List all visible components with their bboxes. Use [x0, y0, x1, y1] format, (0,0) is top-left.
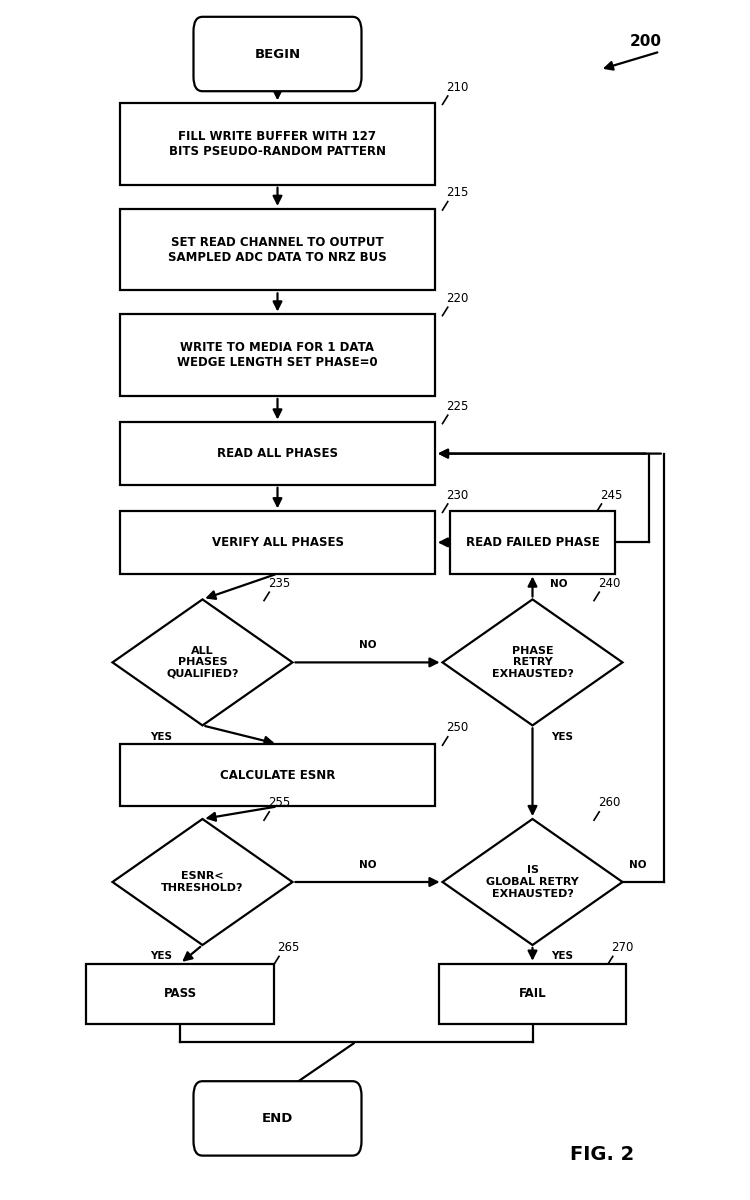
Bar — [120, 209, 435, 290]
Polygon shape — [112, 818, 292, 946]
Text: 215: 215 — [446, 186, 469, 199]
Text: 270: 270 — [611, 941, 634, 954]
Text: FIG. 2: FIG. 2 — [570, 1145, 634, 1164]
Text: ALL
PHASES
QUALIFIED?: ALL PHASES QUALIFIED? — [166, 646, 238, 679]
Text: READ FAILED PHASE: READ FAILED PHASE — [466, 536, 599, 548]
Text: 200: 200 — [630, 35, 662, 49]
FancyBboxPatch shape — [194, 17, 362, 91]
Text: 260: 260 — [598, 797, 620, 809]
Text: YES: YES — [551, 732, 574, 742]
Text: CALCULATE ESNR: CALCULATE ESNR — [220, 769, 335, 781]
Text: IS
GLOBAL RETRY
EXHAUSTED?: IS GLOBAL RETRY EXHAUSTED? — [486, 865, 579, 899]
Text: NO: NO — [628, 859, 646, 870]
Text: 235: 235 — [268, 577, 290, 589]
Bar — [120, 103, 435, 185]
Text: 220: 220 — [446, 292, 469, 305]
Text: FILL WRITE BUFFER WITH 127
BITS PSEUDO-RANDOM PATTERN: FILL WRITE BUFFER WITH 127 BITS PSEUDO-R… — [169, 130, 386, 158]
Text: READ ALL PHASES: READ ALL PHASES — [217, 448, 338, 460]
Text: YES: YES — [551, 952, 574, 961]
Text: 230: 230 — [446, 488, 469, 502]
Bar — [450, 511, 615, 574]
Polygon shape — [442, 818, 622, 946]
Text: VERIFY ALL PHASES: VERIFY ALL PHASES — [211, 536, 344, 548]
Bar — [86, 964, 274, 1024]
Text: 245: 245 — [600, 488, 622, 502]
Polygon shape — [442, 599, 622, 725]
Text: 250: 250 — [446, 721, 469, 734]
Text: 225: 225 — [446, 400, 469, 413]
Text: PASS: PASS — [164, 988, 196, 1000]
Text: END: END — [262, 1112, 293, 1124]
Text: BEGIN: BEGIN — [254, 48, 301, 60]
Text: SET READ CHANNEL TO OUTPUT
SAMPLED ADC DATA TO NRZ BUS: SET READ CHANNEL TO OUTPUT SAMPLED ADC D… — [168, 235, 387, 264]
Text: 210: 210 — [446, 80, 469, 94]
Bar — [120, 744, 435, 806]
Text: NO: NO — [358, 859, 376, 870]
Text: ESNR<
THRESHOLD?: ESNR< THRESHOLD? — [161, 871, 244, 893]
Bar — [120, 422, 435, 485]
Text: YES: YES — [150, 732, 172, 742]
Polygon shape — [112, 599, 292, 725]
Text: 265: 265 — [278, 941, 300, 954]
Text: 255: 255 — [268, 797, 290, 809]
Text: FAIL: FAIL — [519, 988, 546, 1000]
Text: 240: 240 — [598, 577, 620, 589]
Text: YES: YES — [150, 952, 172, 961]
Text: NO: NO — [550, 580, 568, 589]
Bar — [120, 511, 435, 574]
FancyBboxPatch shape — [194, 1081, 362, 1156]
Bar — [120, 314, 435, 396]
Text: WRITE TO MEDIA FOR 1 DATA
WEDGE LENGTH SET PHASE=0: WRITE TO MEDIA FOR 1 DATA WEDGE LENGTH S… — [177, 341, 378, 370]
Text: PHASE
RETRY
EXHAUSTED?: PHASE RETRY EXHAUSTED? — [491, 646, 574, 679]
Text: NO: NO — [358, 640, 376, 650]
Bar — [439, 964, 626, 1024]
